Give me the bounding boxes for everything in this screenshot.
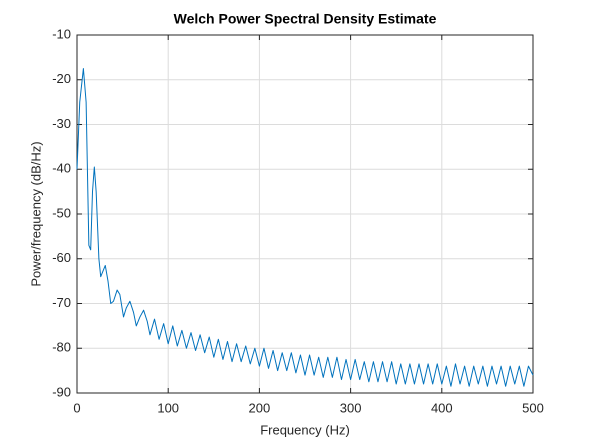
x-axis-label: Frequency (Hz) <box>260 422 350 437</box>
x-tick-label: 200 <box>249 400 271 415</box>
x-tick-label: 300 <box>340 400 362 415</box>
axes-box <box>76 34 534 394</box>
y-tick-label: -70 <box>52 295 71 310</box>
y-tick-label: -20 <box>52 71 71 86</box>
y-tick-label: -80 <box>52 340 71 355</box>
y-axis-label: Power/frequency (dB/Hz) <box>28 141 43 286</box>
y-tick-label: -10 <box>52 26 71 41</box>
y-tick-label: -30 <box>52 116 71 131</box>
chart-title: Welch Power Spectral Density Estimate <box>174 11 437 27</box>
x-tick-label: 0 <box>73 400 80 415</box>
x-tick-label: 500 <box>522 400 544 415</box>
x-tick-label: 400 <box>431 400 453 415</box>
y-tick-label: -90 <box>52 384 71 399</box>
y-tick-label: -60 <box>52 250 71 265</box>
y-tick-label: -50 <box>52 205 71 220</box>
y-tick-label: -40 <box>52 161 71 176</box>
data-line <box>76 68 534 387</box>
x-tick-label: 100 <box>157 400 179 415</box>
